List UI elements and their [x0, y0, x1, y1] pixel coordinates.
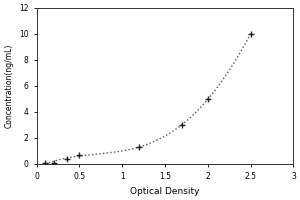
X-axis label: Optical Density: Optical Density	[130, 187, 200, 196]
Y-axis label: Concentration(ng/mL): Concentration(ng/mL)	[4, 44, 13, 128]
